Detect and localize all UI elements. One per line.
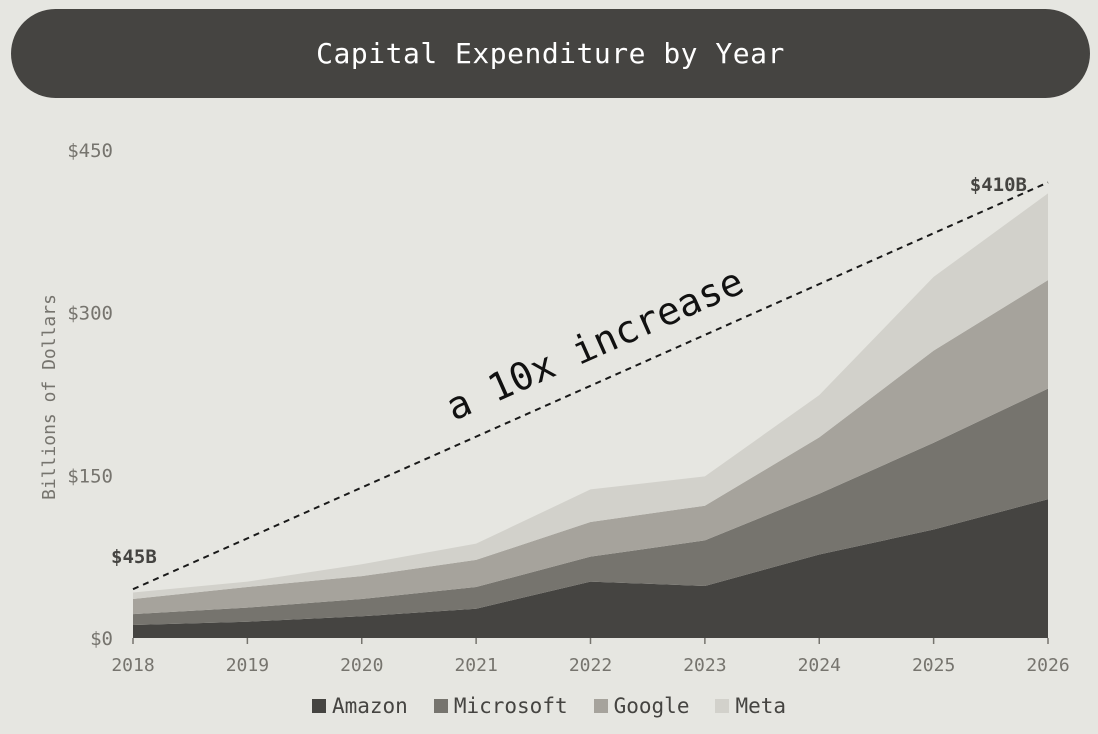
x-tick-label: 2019: [226, 655, 269, 676]
x-tick-label: 2025: [912, 655, 955, 676]
y-tick-label: $150: [67, 465, 113, 487]
x-tick-label: 2022: [569, 655, 612, 676]
legend-label: Microsoft: [453, 694, 568, 718]
legend-swatch: [311, 699, 326, 713]
legend-label: Meta: [735, 694, 787, 718]
legend-swatch: [433, 699, 448, 713]
legend-label: Google: [613, 694, 690, 718]
y-tick-label: $0: [90, 628, 113, 650]
end-value-label: $410B: [970, 174, 1027, 196]
start-value-label: $45B: [111, 546, 157, 568]
legend: Amazon Microsoft Google Meta: [0, 694, 1098, 718]
legend-item-meta: Meta: [715, 694, 786, 718]
legend-item-google: Google: [593, 694, 690, 718]
trend-line: [132, 181, 1049, 591]
legend-swatch: [715, 699, 730, 713]
y-tick-label: $450: [67, 140, 113, 162]
area-microsoft: [133, 388, 1048, 625]
legend-label: Amazon: [331, 694, 408, 718]
trend-annotation: a 10x increase: [439, 259, 750, 429]
y-axis-label: Billions of Dollars: [39, 294, 60, 500]
area-google: [133, 280, 1048, 615]
x-axis: 2018 2019 2020 2021 2022 2023 2024 2025 2026: [111, 638, 1070, 676]
x-tick-label: 2026: [1026, 655, 1069, 676]
x-tick-label: 2024: [798, 655, 841, 676]
legend-item-amazon: Amazon: [311, 694, 408, 718]
area-meta: [133, 193, 1048, 599]
y-tick-label: $300: [67, 303, 113, 325]
legend-swatch: [593, 699, 608, 713]
y-axis: $0 $150 $300 $450: [67, 140, 113, 650]
legend-item-microsoft: Microsoft: [433, 694, 568, 718]
area-amazon: [133, 499, 1048, 638]
x-tick-label: 2020: [340, 655, 383, 676]
chart-title: Capital Expenditure by Year: [11, 9, 1090, 98]
x-tick-label: 2021: [454, 655, 497, 676]
x-tick-label: 2023: [683, 655, 726, 676]
x-tick-label: 2018: [111, 655, 154, 676]
stacked-areas: [133, 193, 1048, 638]
